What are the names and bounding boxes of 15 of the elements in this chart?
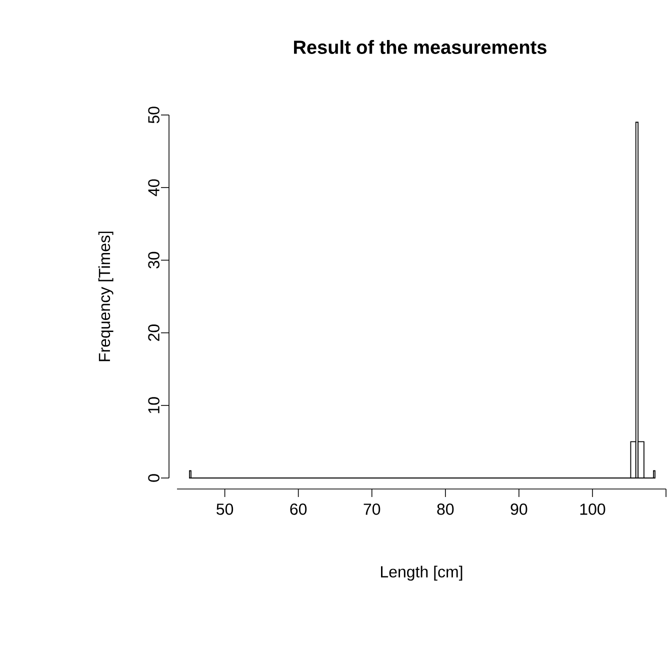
y-axis-title: Frequency [Times] — [98, 232, 114, 362]
x-tick-label: 90 — [510, 504, 528, 515]
y-tick-label: 10 — [148, 397, 160, 414]
x-tick-label: 50 — [216, 504, 234, 515]
y-tick-label: 30 — [148, 252, 160, 268]
x-tick-label: 100 — [580, 504, 606, 515]
x-tick-label: 80 — [437, 504, 454, 515]
x-axis-title: Length [cm] — [381, 566, 462, 581]
x-tick-label: 70 — [364, 504, 380, 515]
y-tick-label: 0 — [148, 474, 160, 482]
y-tick-label: 50 — [148, 106, 160, 124]
y-tick-label: 20 — [148, 324, 160, 341]
x-tick-label: 60 — [290, 504, 307, 515]
chart-title: Result of the measurements — [294, 40, 546, 54]
y-tick-label: 40 — [148, 179, 160, 196]
